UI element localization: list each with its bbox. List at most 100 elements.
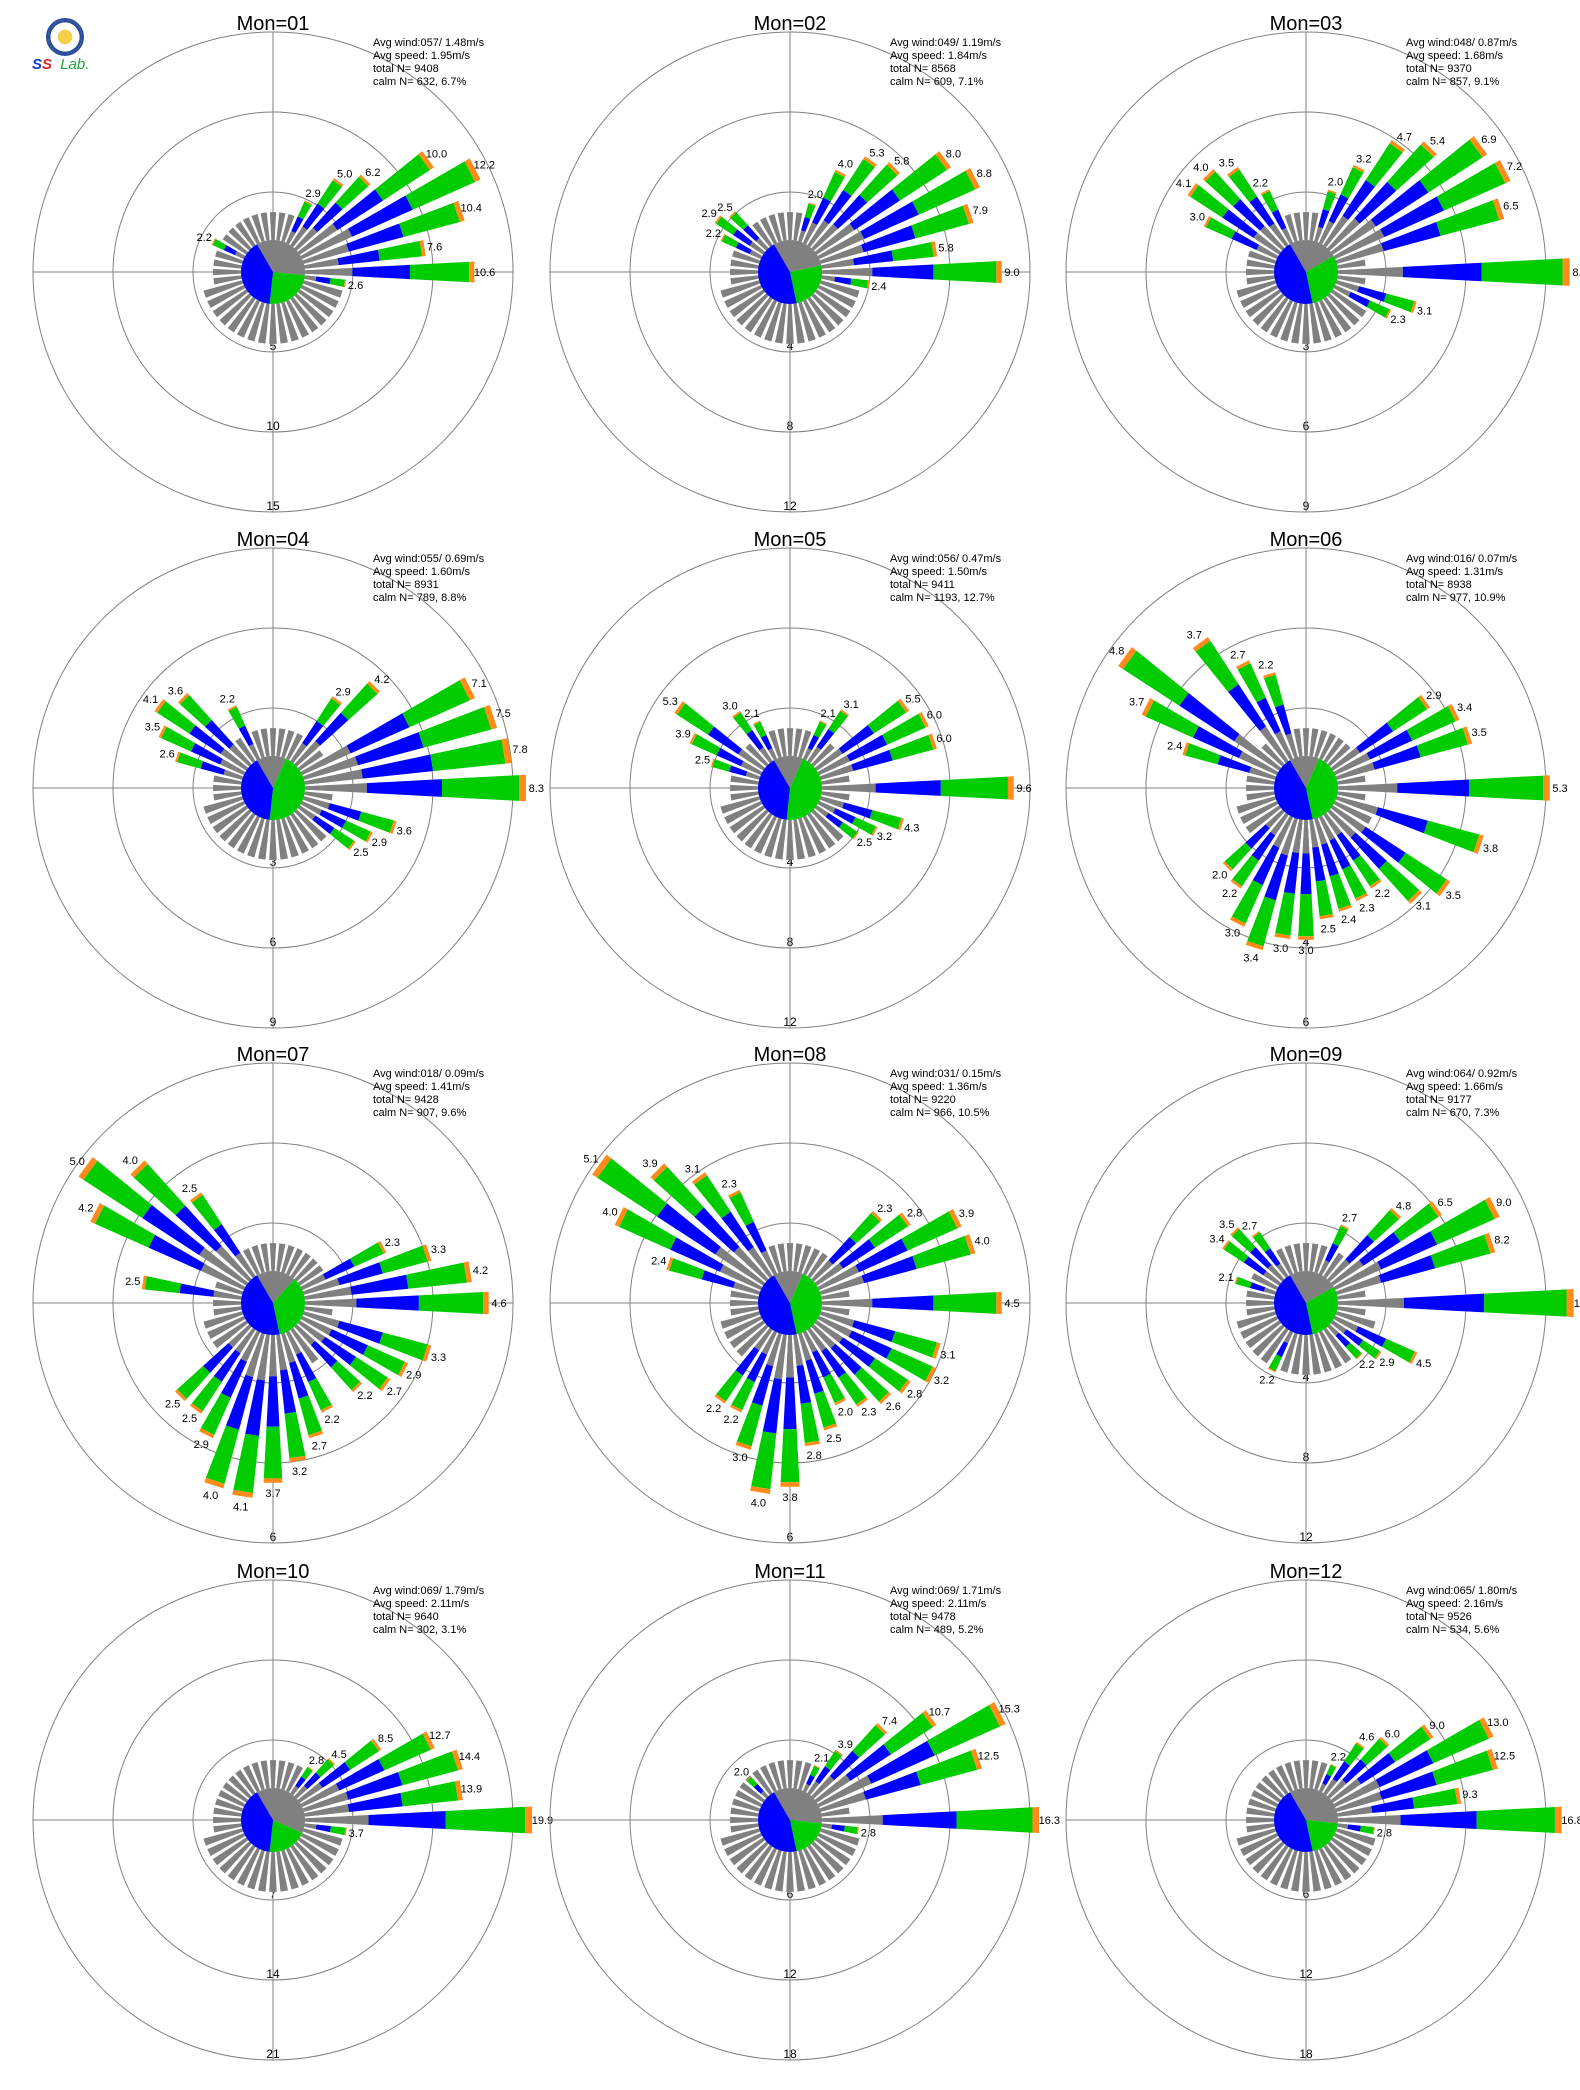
petal-segment-green — [901, 1211, 958, 1251]
petal-segment-gray — [1249, 766, 1277, 780]
petal-low — [1246, 1290, 1275, 1300]
petal-segment-blue — [315, 276, 331, 285]
petal-segment-gray — [304, 769, 363, 785]
petal-low — [1270, 1847, 1293, 1886]
petal-low — [730, 259, 759, 269]
petal-segment-green — [736, 1402, 763, 1447]
petal-segment-gray — [1309, 819, 1319, 848]
petal-segment-green — [1298, 894, 1314, 937]
petal-segment-blue — [860, 201, 919, 239]
petal-segment-gray — [821, 267, 873, 277]
calm-pie-slice — [1274, 1275, 1313, 1335]
petal-segment-green — [362, 1345, 406, 1376]
petal-segment-orange — [469, 261, 475, 283]
petal-segment-orange — [729, 211, 737, 219]
petal-segment-gray — [1337, 266, 1403, 278]
petal-low — [294, 809, 327, 842]
petal-low — [1293, 212, 1303, 241]
petal-segment-blue — [1342, 179, 1376, 220]
petal-segment-blue — [1322, 1774, 1332, 1786]
petal-label: 4.6 — [491, 1298, 506, 1310]
petal-segment-orange — [1262, 672, 1276, 679]
petal-segment-green — [1469, 775, 1544, 801]
petal-label: 4.0 — [203, 1490, 218, 1502]
petal-label: 3.2 — [934, 1375, 949, 1387]
petal-label: 2.3 — [1390, 314, 1405, 326]
petal-low — [227, 1844, 256, 1881]
petal-low — [1302, 1243, 1310, 1272]
petal-segment-orange — [1554, 1806, 1562, 1834]
petal-segment-orange — [1566, 1288, 1574, 1318]
petal-low — [269, 212, 277, 241]
petal-segment-gray — [1274, 731, 1293, 761]
petal-segment-green — [1430, 1234, 1491, 1269]
petal-label: 6.9 — [1481, 134, 1496, 146]
petal-segment-blue — [839, 1337, 876, 1367]
petal-segment-blue — [302, 203, 325, 230]
petal-segment-green — [746, 1776, 758, 1788]
petal-segment-gray — [1265, 809, 1285, 829]
petal-low — [300, 1833, 339, 1856]
petal-low — [817, 1833, 856, 1856]
petal-segment-gray — [1333, 229, 1385, 259]
petal-segment-green — [849, 1212, 881, 1244]
petal-segment-blue — [1192, 726, 1243, 759]
petal-segment-blue — [204, 719, 234, 749]
petal-segment-gray — [786, 1334, 794, 1378]
petal-segment-orange — [918, 712, 929, 728]
rose-stat-line: total N= 9370 — [1406, 63, 1472, 75]
petal-segment-blue — [1328, 194, 1349, 224]
petal-low — [237, 815, 260, 854]
petal-low — [1333, 1833, 1372, 1856]
rose-stat-line: calm N= 302, 3.1% — [373, 1624, 466, 1636]
petal-segment-gray — [819, 764, 854, 780]
petal-segment-gray — [269, 1334, 277, 1377]
petal-label: 2.9 — [1426, 690, 1441, 702]
petal-segment-gray — [814, 748, 843, 771]
rose-stat-line: Avg speed: 2.16m/s — [1406, 1598, 1504, 1610]
petal-segment-gray — [300, 1274, 326, 1290]
petal-low — [281, 1849, 299, 1890]
petal-segment-orange — [1268, 1367, 1276, 1373]
petal-segment-gray — [1337, 1297, 1404, 1309]
petal-segment-orange — [1274, 933, 1291, 940]
petal-label: 2.0 — [734, 1766, 749, 1778]
petal-segment-green — [1223, 1241, 1249, 1263]
petal-low — [1291, 1334, 1303, 1375]
petal-segment-gray — [814, 1263, 844, 1286]
petal-label: 4.1 — [143, 694, 158, 706]
petal-segment-gray — [245, 1332, 265, 1378]
petal-segment-gray — [1330, 1259, 1364, 1286]
petal-segment-blue — [245, 1379, 265, 1436]
petal-segment-blue — [1283, 852, 1300, 894]
petal-segment-green — [843, 158, 875, 197]
petal-segment-green — [810, 1765, 820, 1778]
petal-segment-green — [1345, 1342, 1362, 1359]
petal-segment-blue — [1378, 1255, 1436, 1283]
petal-low — [1327, 743, 1351, 767]
university-seal-icon — [46, 18, 84, 56]
petal-low — [281, 214, 295, 243]
petal-segment-gray — [1333, 752, 1371, 775]
petal-segment-orange — [1298, 936, 1314, 940]
petal-low — [821, 1807, 850, 1817]
wind-rose-7: 2462.33.34.24.63.32.92.72.22.22.73.23.74… — [32, 1044, 514, 1544]
petal-segment-orange — [418, 151, 435, 171]
petal-segment-gray — [1333, 1779, 1380, 1807]
petal-low — [1251, 1273, 1279, 1290]
petal-segment-gray — [811, 224, 838, 251]
petal-label: 9.3 — [1462, 1789, 1477, 1801]
petal-segment-blue — [1350, 832, 1387, 869]
petal-segment-blue — [319, 1761, 351, 1788]
petal-segment-gray — [755, 237, 769, 251]
petal-segment-blue — [1336, 832, 1361, 861]
petal-label: 3.0 — [1190, 212, 1205, 224]
petal-low — [1302, 303, 1310, 344]
petal-label: 6.0 — [1385, 1729, 1400, 1741]
petal-low — [744, 296, 773, 333]
petal-segment-green — [1228, 169, 1258, 203]
petal-low — [1251, 1790, 1279, 1807]
petal-segment-gray — [1238, 751, 1279, 775]
petal-label: 4.0 — [602, 1206, 617, 1218]
petal-low — [1314, 1762, 1328, 1791]
